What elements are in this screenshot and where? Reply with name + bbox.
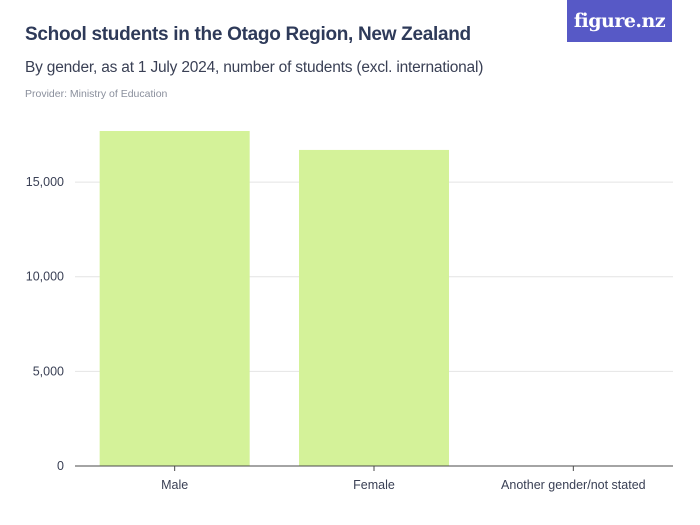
y-tick-label: 15,000 xyxy=(26,175,64,189)
bar-male xyxy=(99,131,250,466)
chart-title: School students in the Otago Region, New… xyxy=(25,24,471,45)
x-tick-label: Female xyxy=(353,478,395,492)
bar-female xyxy=(299,149,449,466)
y-tick-label: 10,000 xyxy=(26,270,64,284)
x-tick-label: Male xyxy=(161,478,188,492)
chart-subtitle: By gender, as at 1 July 2024, number of … xyxy=(25,59,484,76)
y-tick-label: 5,000 xyxy=(33,364,64,378)
y-tick-label: 0 xyxy=(57,459,64,473)
x-tick-label: Another gender/not stated xyxy=(501,478,646,492)
bars xyxy=(99,131,449,466)
figure-nz-logo[interactable]: figure.nz xyxy=(567,0,672,42)
data-provider: Provider: Ministry of Education xyxy=(25,88,168,100)
axes: 0 5,000 10,000 15,000 Male Female Another gend… xyxy=(26,175,673,492)
